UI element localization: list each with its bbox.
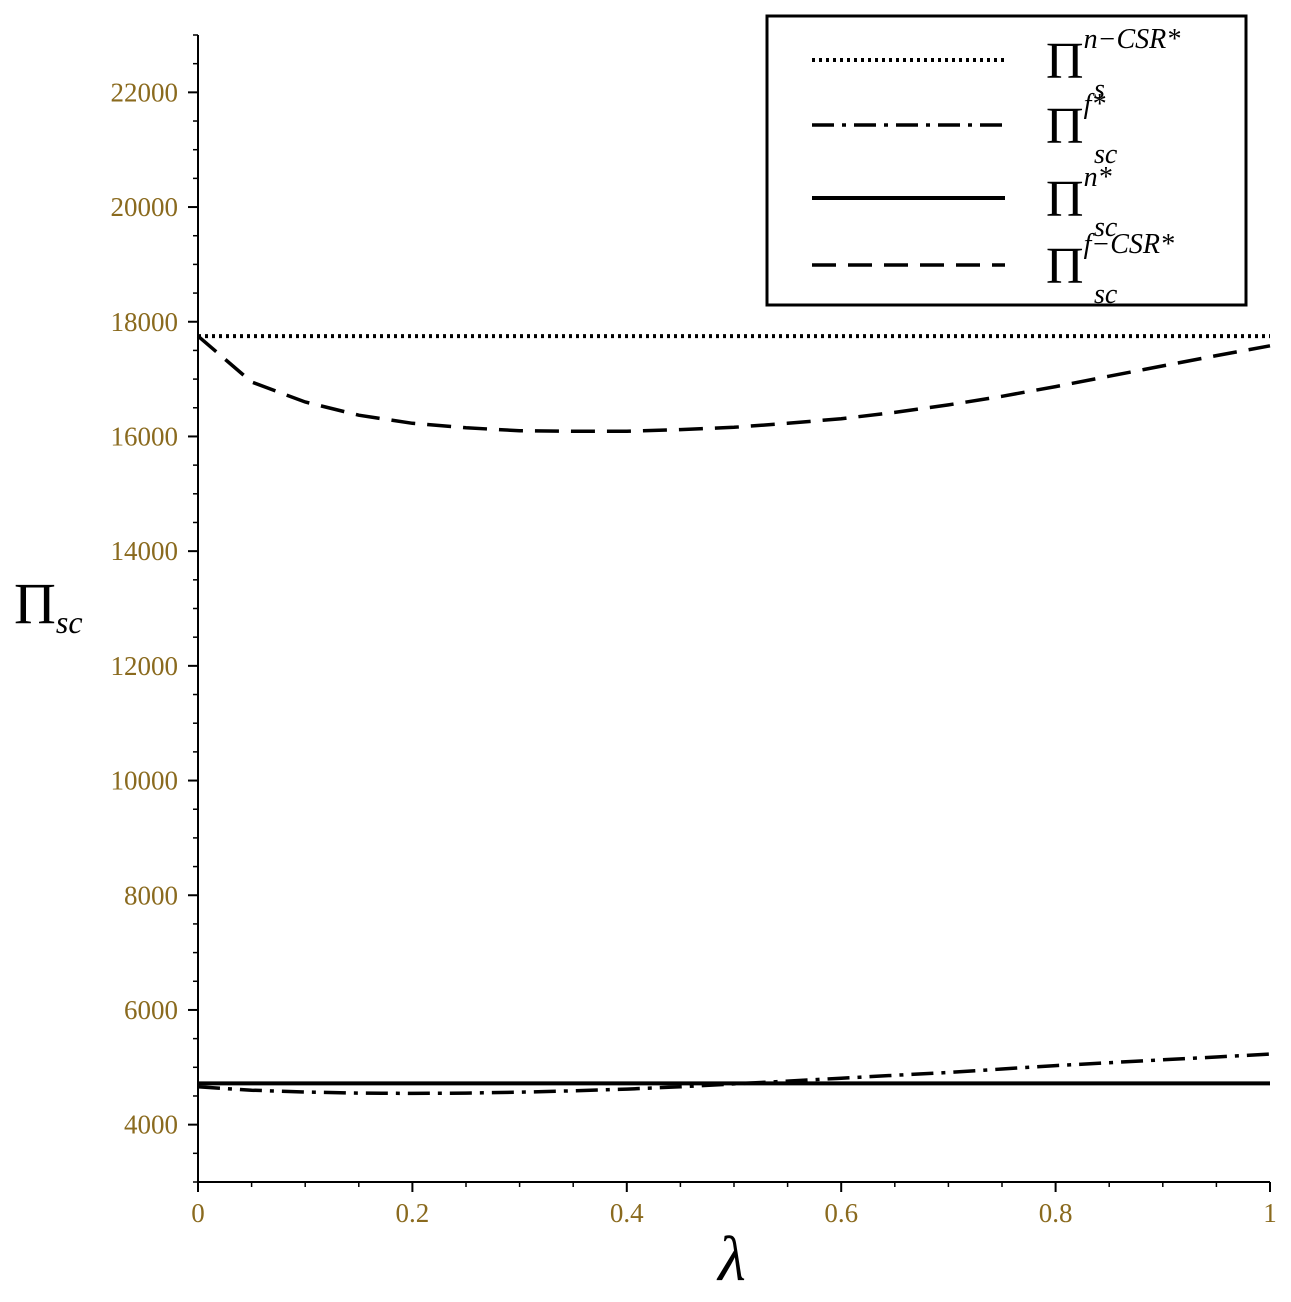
x-tick-label: 0 [191,1198,205,1228]
axis-titles: λ Πsc [14,571,746,1294]
x-tick-label: 0.6 [824,1198,858,1228]
x-tick-label: 1 [1263,1198,1277,1228]
x-tick-label: 0.4 [610,1198,644,1228]
y-tick-label: 22000 [111,77,179,107]
legend-label-sub-1: sc [1094,139,1118,170]
legend-label-sub-2: sc [1094,212,1118,243]
y-tick-label: 16000 [111,421,179,451]
y-tick-label: 12000 [111,651,179,681]
y-tick-label: 4000 [124,1110,178,1140]
y-tick-label: 6000 [124,995,178,1025]
legend-label-sub-0: s [1094,74,1105,105]
x-tick-label: 0.2 [396,1198,430,1228]
y-tick-label: 20000 [111,192,179,222]
y-axis-title: Πsc [14,571,83,640]
legend-box [765,14,1248,307]
legend-label-sub-3: sc [1094,279,1118,310]
series-line-1 [197,1052,1271,1096]
x-tick-label: 0.8 [1039,1198,1073,1228]
ticks: 4000 6000 8000 10000 12000 14000 16000 18000 200… [111,34,1277,1228]
series-line-3 [196,334,1271,434]
x-axis-title: λ [716,1223,746,1294]
y-tick-label: 10000 [111,766,179,796]
y-tick-label: 18000 [111,307,179,337]
plot-lines [196,334,1271,1096]
y-tick-label: 8000 [124,880,178,910]
y-tick-label: 14000 [111,536,179,566]
